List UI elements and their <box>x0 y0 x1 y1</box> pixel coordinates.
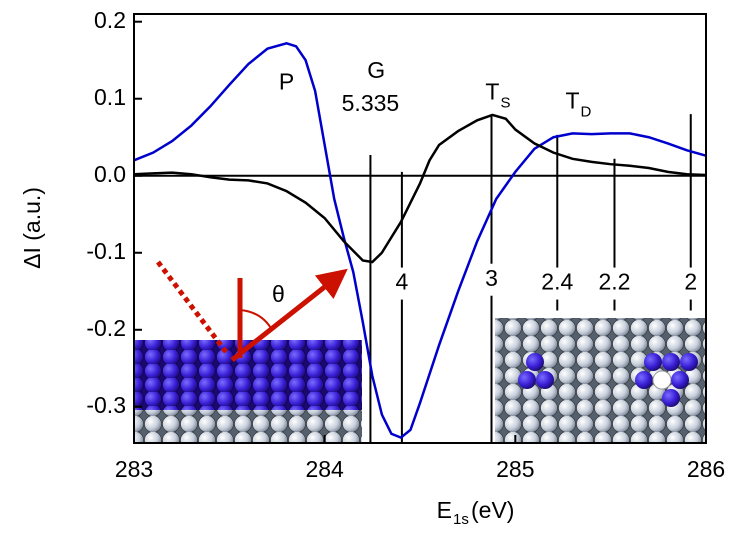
marker-label-bg <box>473 263 510 296</box>
marker-label: 2.2 <box>598 269 630 295</box>
inset-left: θ <box>134 260 362 443</box>
series-line <box>133 41 707 440</box>
x-axis-label: E <box>437 497 452 523</box>
annotation: P <box>279 68 294 94</box>
y-tick-label: 0.0 <box>94 161 126 187</box>
y-tick-label: -0.3 <box>86 392 126 418</box>
inset-right <box>495 318 706 443</box>
annotation: T <box>485 78 499 104</box>
x-axis-label-rest: (eV) <box>471 497 514 523</box>
annotation: G <box>367 57 385 83</box>
plot-frame <box>133 13 707 444</box>
y-tick-label: -0.2 <box>86 315 126 341</box>
marker-label-bg <box>596 267 633 300</box>
y-axis-label: ΔI (a.u.) <box>19 187 45 269</box>
annotation: T <box>566 88 580 114</box>
marker-label-bg <box>383 267 420 300</box>
marker-label: 3 <box>485 265 498 291</box>
x-tick-label: 286 <box>687 456 725 482</box>
marker-label: 5.335 <box>342 90 400 116</box>
annotation-sub: S <box>500 94 510 111</box>
marker-label-bg <box>672 267 709 300</box>
x-tick-label: 283 <box>115 456 153 482</box>
y-tick-label: 0.2 <box>94 7 126 33</box>
x-tick-label: 284 <box>305 456 344 482</box>
series-line <box>133 113 707 264</box>
annotation-sub: D <box>581 104 592 121</box>
marker-label-bg <box>539 267 576 300</box>
y-tick-label: -0.1 <box>86 238 126 264</box>
y-tick-label: 0.1 <box>94 84 126 110</box>
x-tick-label: 285 <box>496 456 534 482</box>
x-axis-label-sub: 1s <box>453 511 469 528</box>
marker-label: 2 <box>684 269 697 295</box>
marker-label: 2.4 <box>541 269 573 295</box>
marker-label: 4 <box>395 269 408 295</box>
angle-label: θ <box>272 281 285 307</box>
